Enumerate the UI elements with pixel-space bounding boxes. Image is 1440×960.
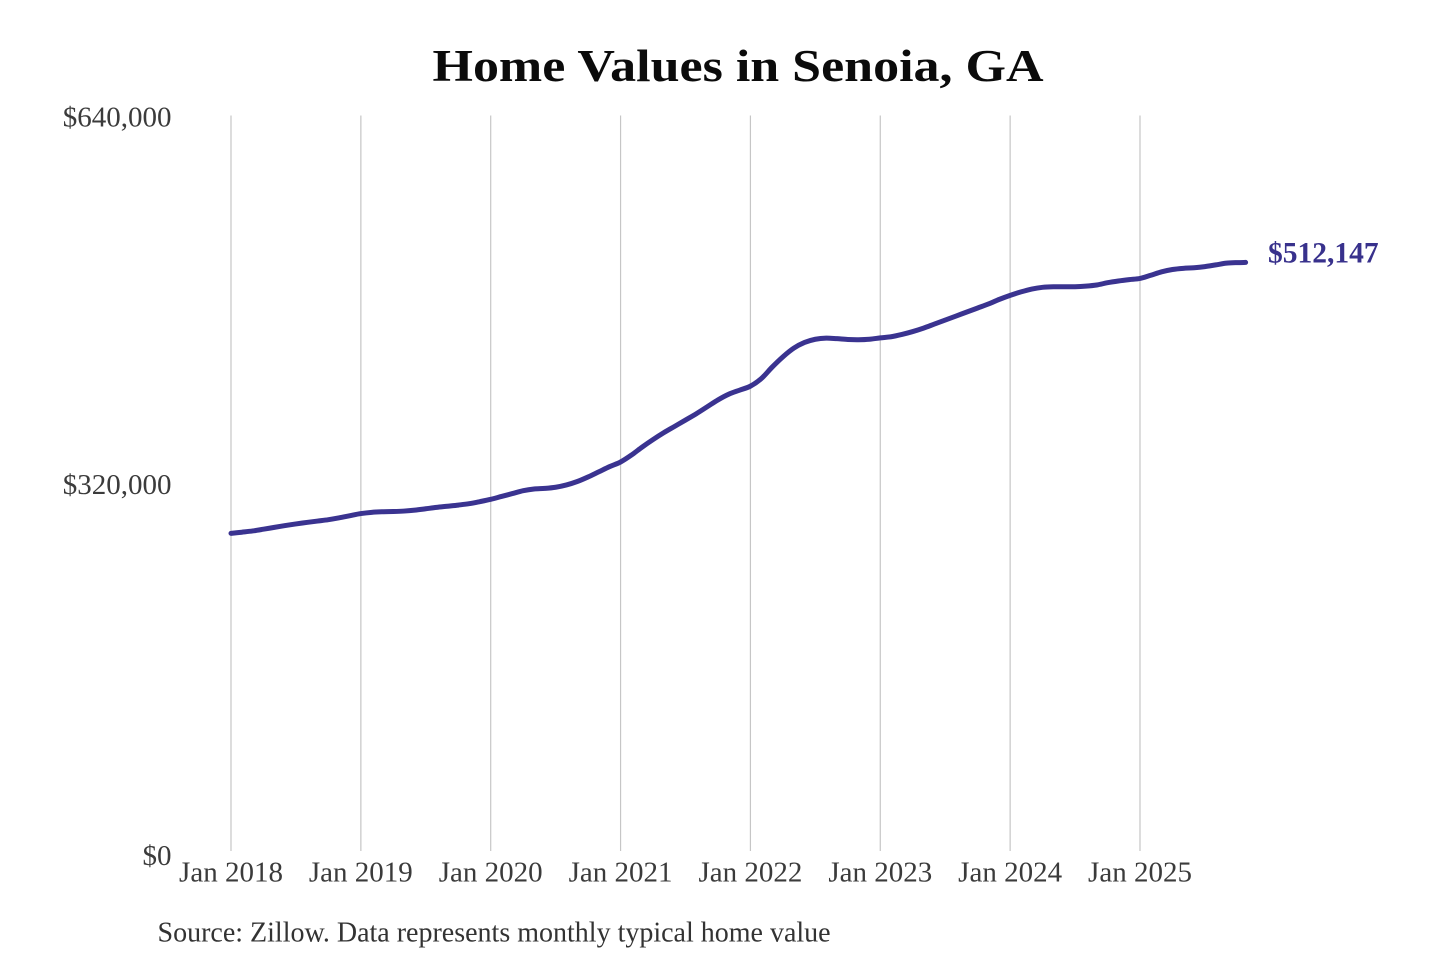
svg-text:Jan 2020: Jan 2020 bbox=[439, 857, 543, 889]
svg-text:Jan 2018: Jan 2018 bbox=[179, 857, 283, 889]
svg-text:Jan 2023: Jan 2023 bbox=[828, 857, 932, 889]
svg-text:Jan 2025: Jan 2025 bbox=[1088, 857, 1192, 889]
svg-text:Home Values in Senoia, GA: Home Values in Senoia, GA bbox=[433, 41, 1045, 91]
svg-text:Jan 2021: Jan 2021 bbox=[569, 857, 673, 889]
svg-text:Jan 2019: Jan 2019 bbox=[309, 857, 413, 889]
svg-text:Jan 2022: Jan 2022 bbox=[698, 857, 802, 889]
svg-text:$320,000: $320,000 bbox=[63, 469, 172, 501]
svg-text:Jan 2024: Jan 2024 bbox=[958, 857, 1062, 889]
svg-text:$640,000: $640,000 bbox=[63, 102, 172, 134]
svg-text:$512,147: $512,147 bbox=[1268, 238, 1379, 270]
svg-text:Source: Zillow. Data represent: Source: Zillow. Data represents monthly … bbox=[158, 918, 831, 949]
svg-text:$0: $0 bbox=[143, 840, 172, 872]
